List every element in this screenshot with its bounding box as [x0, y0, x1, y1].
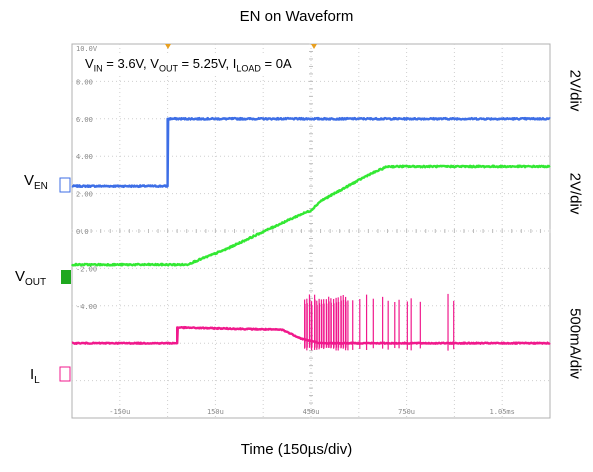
- test-conditions: VIN = 3.6V, VOUT = 5.25V, ILOAD = 0A: [83, 56, 294, 74]
- grid: [71, 43, 551, 419]
- vout-marker: [61, 270, 71, 284]
- y-tick-label: -4.00: [76, 303, 97, 311]
- x-tick-label: 750u: [398, 408, 415, 416]
- y-tick-label: 6.00: [76, 116, 93, 124]
- chart-title: EN on Waveform: [239, 8, 354, 25]
- channel-markers: [59, 177, 71, 382]
- y-tick-label: -2.00: [76, 265, 97, 273]
- ven-label: VEN: [24, 172, 48, 192]
- il-label: IL: [30, 366, 40, 386]
- trace-vout: [70, 164, 551, 267]
- tick-labels: 8.00 6.00 4.00 2.00 0.0 -2.00 -4.00 -150u 150u 45…: [76, 78, 515, 416]
- center-marker: [311, 44, 317, 49]
- x-tick-label: 450u: [303, 408, 320, 416]
- y-tick-label: 2.00: [76, 191, 93, 199]
- x-axis-label: Time (150µs/div): [240, 441, 353, 458]
- il-marker: [59, 366, 71, 382]
- vout-label: VOUT: [15, 268, 47, 288]
- trigger-marker: [165, 44, 171, 49]
- y-tick-label: 4.00: [76, 153, 93, 161]
- y-tick-label: 0.0: [76, 228, 89, 236]
- x-tick-label: 150u: [207, 408, 224, 416]
- y-tick-label: 8.00: [76, 78, 93, 86]
- en-marker: [59, 177, 71, 193]
- top-scale-label: 10.0V: [76, 45, 98, 53]
- x-tick-label: -150u: [109, 408, 130, 416]
- trace-ven: [71, 116, 551, 189]
- x-tick-label: 1.05ms: [490, 408, 515, 416]
- traces: [70, 116, 551, 351]
